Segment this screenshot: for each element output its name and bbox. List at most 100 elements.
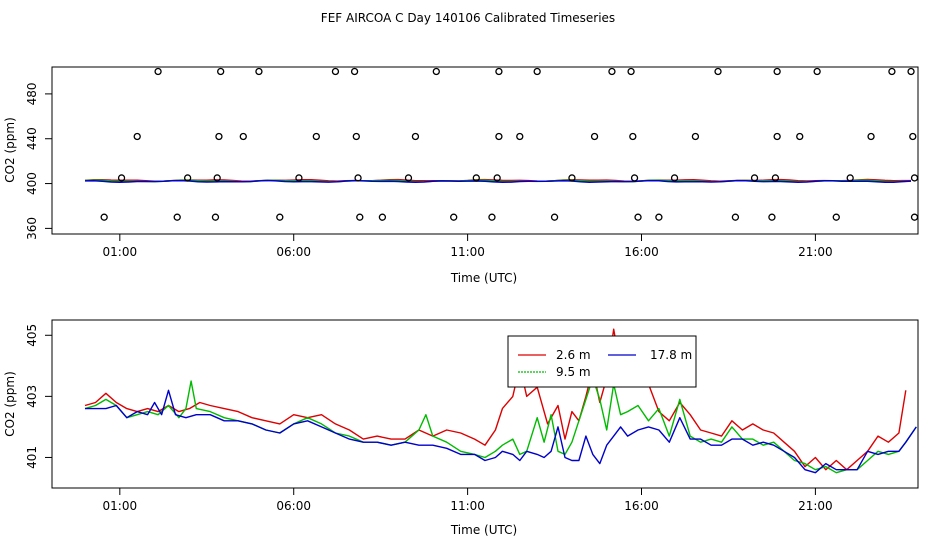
top-calibration-point: [627, 67, 635, 76]
top-calibration-point: [670, 174, 679, 182]
bottom-y-tick-label: 401: [25, 446, 39, 469]
legend-label-9-5m: 9.5 m: [556, 365, 591, 379]
top-calibration-point: [495, 67, 503, 76]
bottom-series-line: [85, 389, 917, 474]
top-calibration-point: [404, 174, 413, 182]
top-calibration-point: [550, 213, 559, 221]
top-calibration-point: [832, 213, 840, 221]
top-calibration-point: [213, 174, 221, 182]
top-calibration-point: [117, 174, 126, 182]
top-calibration-point: [312, 132, 320, 141]
top-x-tick-label: 11:00: [450, 245, 485, 259]
top-y-tick-label: 400: [25, 172, 39, 195]
top-calibration-point: [356, 213, 364, 221]
top-calibration-point: [217, 67, 225, 76]
top-calibration-point: [796, 132, 804, 141]
chart-title: FEF AIRCOA C Day 140106 Calibrated Times…: [321, 11, 615, 25]
bottom-x-tick-label: 01:00: [103, 499, 138, 513]
top-calibration-point: [411, 132, 420, 141]
top-calibration-point: [910, 213, 919, 221]
top-calibration-point: [495, 132, 503, 141]
top-x-tick-label: 16:00: [624, 245, 659, 259]
top-calibration-point: [133, 132, 141, 141]
top-plot-frame: [51, 66, 919, 235]
top-calibration-point: [276, 213, 284, 221]
top-calibration-point: [493, 174, 501, 182]
bottom-series-line: [84, 328, 907, 471]
top-calibration-point: [432, 67, 440, 76]
top-panel: 01:00 06:00 11:00 16:00 21:00 360 400 440 480 T…: [3, 66, 919, 285]
top-calibration-point: [691, 132, 700, 141]
top-calibration-point: [750, 174, 759, 182]
top-x-axis: 01:00 06:00 11:00 16:00 21:00: [103, 234, 833, 259]
top-calibration-point: [215, 132, 223, 141]
top-calibration-point: [533, 67, 541, 76]
top-calibration-point: [630, 174, 639, 182]
top-calibration-point: [907, 67, 915, 76]
top-calibration-point: [352, 132, 360, 141]
bottom-x-tick-label: 21:00: [798, 499, 833, 513]
top-y-axis-label: CO2 (ppm): [3, 117, 17, 183]
top-calibration-point: [888, 67, 896, 76]
top-calibration-point: [154, 67, 162, 76]
legend: 2.6 m 17.8 m 9.5 m: [507, 335, 697, 388]
top-calibration-point: [472, 174, 480, 182]
bottom-y-axis: 401 403 405: [25, 324, 52, 469]
top-calibration-point: [590, 132, 599, 141]
bottom-panel: 01:00 06:00 11:00 16:00 21:00 401 403 405 Time…: [3, 319, 919, 537]
bottom-x-tick-label: 06:00: [276, 499, 311, 513]
top-x-tick-label: 01:00: [103, 245, 138, 259]
top-calibration-point: [350, 67, 359, 76]
top-calibration-point: [211, 213, 220, 221]
top-calibration-point: [773, 132, 781, 141]
top-calibration-point: [629, 132, 637, 141]
top-calibration-point: [813, 67, 821, 76]
top-y-tick-label: 480: [25, 82, 39, 105]
top-calibration-point: [354, 174, 362, 182]
top-series-line: [84, 179, 912, 184]
bottom-y-tick-label: 405: [25, 324, 39, 347]
top-y-tick-label: 360: [25, 217, 39, 240]
top-calibration-point: [655, 213, 663, 221]
top-calibration-point: [909, 132, 917, 141]
top-calibration-point: [867, 132, 875, 141]
top-calibration-point: [255, 67, 263, 76]
bottom-plot-frame: [51, 319, 919, 489]
bottom-x-tick-label: 11:00: [450, 499, 485, 513]
top-calibration-point: [450, 213, 458, 221]
legend-label-17-8m: 17.8 m: [650, 348, 692, 362]
bottom-x-axis: 01:00 06:00 11:00 16:00 21:00: [103, 488, 833, 513]
top-x-tick-label: 06:00: [276, 245, 311, 259]
top-calibration-point: [731, 213, 740, 221]
top-calibration-point: [634, 213, 642, 221]
top-calibration-point: [568, 174, 576, 182]
top-calibration-point: [608, 67, 616, 76]
top-calibration-point: [173, 213, 181, 221]
top-y-tick-label: 440: [25, 127, 39, 150]
top-x-axis-label: Time (UTC): [450, 271, 517, 285]
top-calibration-point: [183, 174, 192, 182]
top-calibration-point: [714, 67, 722, 76]
top-y-axis: 360 400 440 480: [25, 82, 52, 240]
top-calibration-point: [100, 213, 108, 221]
top-calibration-point: [488, 213, 496, 221]
top-calibration-point: [846, 174, 854, 182]
top-calibration-point: [239, 132, 247, 141]
top-calibration-point: [773, 67, 781, 76]
top-x-tick-label: 21:00: [798, 245, 833, 259]
bottom-y-axis-label: CO2 (ppm): [3, 371, 17, 437]
top-calibration-point: [516, 132, 524, 141]
top-calibration-point: [295, 174, 303, 182]
legend-label-2-6m: 2.6 m: [556, 348, 591, 362]
bottom-x-axis-label: Time (UTC): [450, 523, 517, 537]
top-calibration-point: [771, 174, 780, 182]
bottom-x-tick-label: 16:00: [624, 499, 659, 513]
top-calibration-point: [768, 213, 776, 221]
bottom-series-line: [84, 377, 917, 474]
top-calibration-point: [378, 213, 387, 221]
bottom-y-tick-label: 403: [25, 385, 39, 408]
bottom-series-lines: [84, 328, 917, 474]
top-calibration-point: [331, 67, 340, 76]
